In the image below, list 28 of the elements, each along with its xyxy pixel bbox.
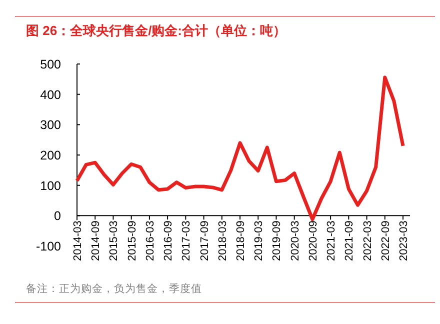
x-tick-label: 2015-09 <box>126 220 138 262</box>
y-tick-label: 400 <box>40 88 62 102</box>
y-tick-label: -100 <box>36 240 62 254</box>
x-tick-label: 2022-03 <box>362 220 374 262</box>
x-tick-label: 2018-09 <box>235 220 247 262</box>
y-tick-label: 0 <box>54 209 62 224</box>
chart-title: 图 26：全球央行售金/购金:合计（单位：吨） <box>26 23 286 38</box>
x-tick-label: 2023-03 <box>398 220 410 262</box>
x-tick-label: 2015-03 <box>108 220 120 262</box>
x-tick-label: 2016-09 <box>162 220 175 262</box>
x-tick-label: 2017-03 <box>180 220 193 262</box>
text: 备注：正为购金，负为售金，季度值 <box>26 282 202 295</box>
y-tick-label: 500 <box>40 58 62 72</box>
x-tick-label: 2019-09 <box>271 220 284 262</box>
x-tick-label: 2018-03 <box>216 220 229 262</box>
x-tick-label: 2020-09 <box>307 220 320 262</box>
y-tick-label: 200 <box>40 148 62 162</box>
y-tick-label: 100 <box>40 178 62 193</box>
x-tick-label: 2017-09 <box>198 220 211 262</box>
x-tick-label: 2022-09 <box>380 220 392 262</box>
x-tick-label: 2016-03 <box>144 220 156 262</box>
x-tick-label: 2021-09 <box>344 220 356 262</box>
x-tick-label: 2021-03 <box>326 220 338 262</box>
x-tick-label: 2020-03 <box>289 220 302 262</box>
line-series <box>75 76 405 222</box>
y-tick-label: 300 <box>40 118 62 132</box>
x-tick-label: 2019-03 <box>253 220 266 262</box>
x-tick-label: 2014-09 <box>90 220 102 262</box>
